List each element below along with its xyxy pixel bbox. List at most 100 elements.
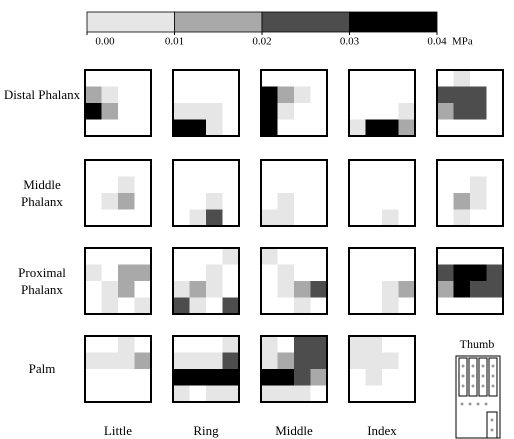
heat-cell — [223, 298, 240, 315]
heat-cell — [366, 369, 383, 386]
heat-cell — [261, 103, 278, 120]
heat-cell — [85, 353, 102, 370]
heat-cell — [366, 336, 383, 353]
heat-cell — [206, 353, 223, 370]
heat-cell — [190, 210, 207, 227]
heat-cell — [382, 120, 399, 137]
heat-cell — [366, 120, 383, 137]
heat-cell — [437, 87, 454, 104]
heat-cell — [206, 265, 223, 282]
heat-cell — [118, 193, 135, 210]
heat-cell — [190, 281, 207, 298]
heat-cell — [206, 210, 223, 227]
column-label: Ring — [193, 423, 219, 438]
colorbar-segment — [175, 12, 263, 32]
figure: MPa Thumb 0.00 0.01 0.02 0.03 0.04 Little Ring… — [0, 0, 514, 439]
heat-cell — [223, 248, 240, 265]
heat-cell — [470, 265, 487, 282]
colorbar-tick-label: 0.00 — [95, 36, 115, 48]
heat-cell — [173, 353, 190, 370]
heat-cell — [206, 120, 223, 137]
heat-cell — [454, 70, 471, 87]
heat-cell — [349, 336, 366, 353]
heat-cell — [294, 87, 311, 104]
row-label: Proximal Phalanx — [2, 264, 82, 298]
heat-cell — [173, 386, 190, 403]
colorbar-tick-label: 0.01 — [165, 36, 184, 48]
thumb-label: Thumb — [460, 337, 495, 351]
heat-cell — [261, 248, 278, 265]
heat-cell — [261, 353, 278, 370]
thumb-icon — [456, 356, 500, 438]
heat-cell — [118, 281, 135, 298]
heat-cell — [454, 87, 471, 104]
heat-cell — [223, 386, 240, 403]
heat-cell — [135, 265, 152, 282]
heat-cell — [294, 369, 311, 386]
colorbar-tick-label: 0.04 — [427, 36, 447, 48]
heat-cell — [382, 353, 399, 370]
column-label: Little — [104, 423, 132, 438]
heat-cell — [261, 386, 278, 403]
heat-cell — [454, 193, 471, 210]
heat-cell — [223, 353, 240, 370]
heat-cell — [470, 177, 487, 194]
colorbar-tick-label: 0.03 — [340, 36, 360, 48]
heat-cell — [454, 265, 471, 282]
heat-cell — [278, 103, 295, 120]
heat-cell — [102, 193, 119, 210]
row-label: Palm — [2, 360, 82, 377]
heat-cell — [454, 103, 471, 120]
heat-cell — [294, 353, 311, 370]
heat-cell — [278, 193, 295, 210]
row-label: Middle Phalanx — [2, 176, 82, 210]
heat-cell — [135, 353, 152, 370]
heat-cell — [294, 281, 311, 298]
heat-cell — [399, 281, 416, 298]
row-label: Distal Phalanx — [2, 86, 82, 103]
heat-cell — [311, 336, 328, 353]
heat-cell — [437, 103, 454, 120]
heat-cell — [311, 281, 328, 298]
heat-cell — [173, 103, 190, 120]
heat-cell — [366, 353, 383, 370]
heat-cell — [206, 369, 223, 386]
unit-label: MPa — [452, 36, 473, 48]
heat-cell — [294, 336, 311, 353]
heat-cell — [261, 120, 278, 137]
heat-cell — [190, 369, 207, 386]
heat-cell — [206, 386, 223, 403]
colorbar-segment — [262, 12, 350, 32]
heat-cell — [223, 336, 240, 353]
colorbar-segment — [350, 12, 438, 32]
colorbar-segment — [87, 12, 175, 32]
heat-cell — [102, 87, 119, 104]
heat-cell — [173, 120, 190, 137]
column-label: Middle — [275, 423, 313, 438]
heat-cell — [206, 103, 223, 120]
heat-cell — [118, 177, 135, 194]
heat-cell — [399, 103, 416, 120]
heat-cell — [190, 298, 207, 315]
heat-cell — [487, 281, 504, 298]
heat-cell — [206, 193, 223, 210]
heat-cell — [399, 120, 416, 137]
heat-cell — [470, 193, 487, 210]
heat-cell — [85, 103, 102, 120]
heat-cell — [278, 87, 295, 104]
heat-cell — [349, 353, 366, 370]
heat-cell — [118, 265, 135, 282]
heat-cell — [223, 369, 240, 386]
heat-cell — [102, 353, 119, 370]
heat-cell — [487, 265, 504, 282]
heat-cell — [382, 281, 399, 298]
colorbar-tick-label: 0.02 — [252, 36, 271, 48]
heat-cell — [278, 369, 295, 386]
heat-cell — [173, 369, 190, 386]
heat-cell — [261, 336, 278, 353]
heat-cell — [278, 281, 295, 298]
column-label: Index — [367, 423, 397, 438]
heat-cell — [118, 353, 135, 370]
heat-cell — [206, 281, 223, 298]
heat-cell — [190, 103, 207, 120]
